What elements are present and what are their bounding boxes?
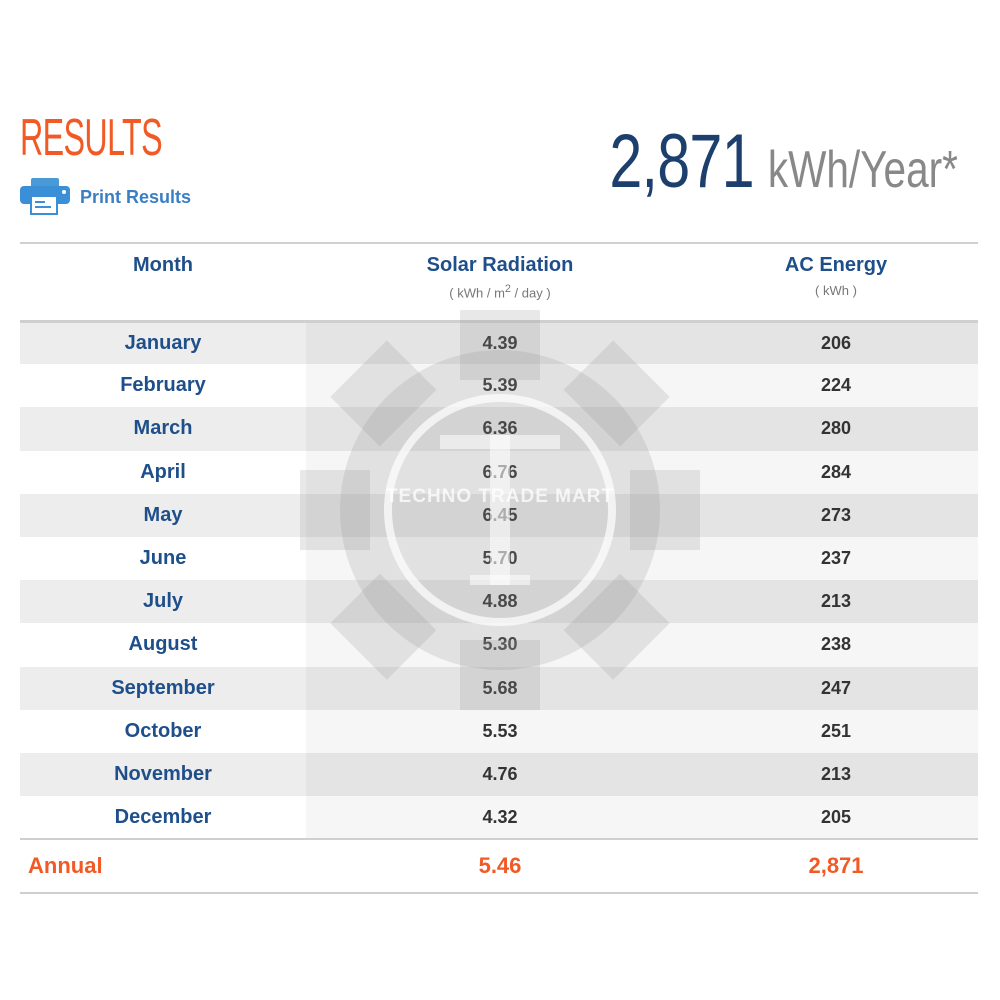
ac-cell: 251 xyxy=(694,710,978,753)
table-row: September 5.68 247 xyxy=(20,666,978,710)
solar-cell: 4.39 xyxy=(306,321,694,364)
month-cell: October xyxy=(124,719,202,742)
table-row: March 6.36 280 xyxy=(20,407,978,451)
solar-cell: 5.30 xyxy=(306,623,694,666)
header-solar-radiation: Solar Radiation ( kWh / m2 / day ) xyxy=(306,243,694,321)
table-row: November 4.76 213 xyxy=(20,752,978,797)
month-cell: September xyxy=(111,676,215,699)
table-row: May 6.45 273 xyxy=(20,493,978,537)
table-row: April 6.76 284 xyxy=(20,451,978,494)
header-ac-label: AC Energy xyxy=(784,254,888,276)
print-results-label: Print Results xyxy=(80,186,192,207)
solar-cell: 6.36 xyxy=(306,407,694,450)
solar-cell: 4.76 xyxy=(306,753,694,796)
solar-cell: 6.45 xyxy=(306,494,694,537)
table-row: December 4.32 205 xyxy=(20,796,978,839)
printer-icon xyxy=(20,178,70,216)
ac-cell: 205 xyxy=(694,796,978,839)
ac-cell: 213 xyxy=(694,753,978,796)
annual-label: Annual xyxy=(28,853,103,879)
month-cell: February xyxy=(120,374,206,397)
solar-cell: 6.76 xyxy=(306,451,694,494)
month-cell: November xyxy=(114,762,212,785)
header-solar-unit: ( kWh / m2 / day ) xyxy=(307,283,693,300)
table-row: January 4.39 206 xyxy=(20,321,978,365)
annual-row: Annual 5.46 2,871 xyxy=(20,839,978,893)
ac-cell: 247 xyxy=(694,667,978,710)
print-results-button[interactable]: Print Results xyxy=(20,178,191,216)
table-row: August 5.30 238 xyxy=(20,623,978,666)
month-cell: January xyxy=(124,331,202,354)
table-row: February 5.39 224 xyxy=(20,364,978,407)
ac-cell: 224 xyxy=(694,364,978,407)
header-ac-unit: ( kWh ) xyxy=(815,283,857,298)
ac-cell: 206 xyxy=(694,321,978,364)
ac-cell: 273 xyxy=(694,494,978,537)
ac-cell: 237 xyxy=(694,537,978,580)
solar-cell: 5.70 xyxy=(306,537,694,580)
month-cell: December xyxy=(114,805,212,828)
annual-total: 2,871 kWh/Year* xyxy=(511,118,958,205)
ac-cell: 213 xyxy=(694,580,978,623)
month-cell: May xyxy=(143,503,183,526)
annual-total-unit: kWh/Year* xyxy=(767,141,958,199)
month-cell: March xyxy=(133,417,193,440)
annual-total-value: 2,871 xyxy=(609,119,754,204)
month-cell: July xyxy=(142,590,184,613)
header-ac-energy: AC Energy ( kWh ) xyxy=(694,243,978,321)
month-cell: August xyxy=(128,633,198,656)
solar-cell: 5.68 xyxy=(306,667,694,710)
header-month-label: Month xyxy=(133,254,193,276)
header-month: Month xyxy=(20,243,306,321)
solar-cell: 5.39 xyxy=(306,364,694,407)
ac-cell: 280 xyxy=(694,407,978,450)
annual-ac: 2,871 xyxy=(808,853,864,879)
ac-cell: 238 xyxy=(694,623,978,666)
solar-cell: 4.32 xyxy=(306,796,694,839)
results-table: Month Solar Radiation ( kWh / m2 / day )… xyxy=(20,242,978,894)
solar-cell: 5.53 xyxy=(306,710,694,753)
table-row: July 4.88 213 xyxy=(20,580,978,624)
month-cell: April xyxy=(140,460,186,483)
header-solar-label: Solar Radiation xyxy=(426,254,574,276)
solar-unit-post: / day ) xyxy=(510,285,551,301)
solar-unit-pre: ( kWh / m xyxy=(449,285,505,301)
solar-unit-sup: 2 xyxy=(504,283,511,295)
results-title: RESULTS xyxy=(20,109,163,167)
ac-cell: 284 xyxy=(694,451,978,494)
table-row: October 5.53 251 xyxy=(20,710,978,753)
month-cell: June xyxy=(139,547,187,570)
results-table-container: Month Solar Radiation ( kWh / m2 / day )… xyxy=(20,242,978,894)
annual-solar: 5.46 xyxy=(478,853,522,879)
solar-cell: 4.88 xyxy=(306,580,694,623)
table-row: June 5.70 237 xyxy=(20,537,978,580)
table-header-row: Month Solar Radiation ( kWh / m2 / day )… xyxy=(20,243,978,321)
